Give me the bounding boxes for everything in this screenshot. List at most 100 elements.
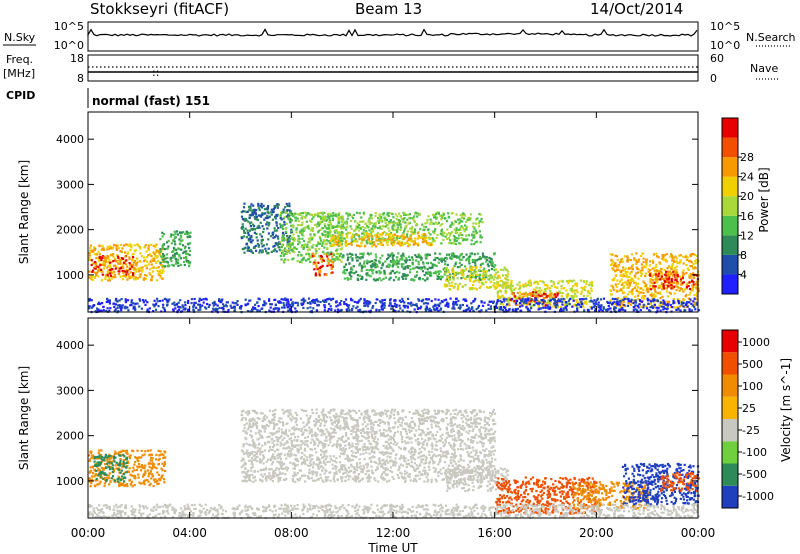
- heatmap-cell: [109, 268, 112, 272]
- heatmap-cell: [265, 223, 268, 226]
- heatmap-cell: [152, 266, 155, 269]
- heatmap-cell: [514, 302, 517, 305]
- heatmap-cell: [567, 299, 571, 302]
- heatmap-cell: [88, 256, 91, 260]
- heatmap-cell: [466, 257, 469, 261]
- heatmap-cell: [467, 306, 470, 309]
- heatmap-cell: [400, 234, 403, 237]
- heatmap-cell: [479, 285, 482, 288]
- heatmap-cell: [161, 260, 164, 263]
- heatmap-cell: [253, 216, 256, 219]
- heatmap-cell: [147, 254, 150, 257]
- nave-label: Nave: [750, 62, 778, 75]
- heatmap-cell: [240, 215, 244, 218]
- heatmap-cell: [346, 212, 349, 215]
- heatmap-cell: [433, 258, 437, 262]
- heatmap-cell: [383, 225, 386, 228]
- heatmap-cell: [425, 241, 429, 244]
- heatmap-cell: [391, 244, 395, 247]
- heatmap-cell: [310, 236, 313, 239]
- heatmap-cell: [680, 303, 683, 306]
- heatmap-cell: [378, 221, 381, 224]
- heatmap-cell: [385, 265, 388, 268]
- heatmap-cell: [541, 280, 544, 283]
- heatmap-cell: [150, 263, 153, 266]
- heatmap-cell: [406, 264, 409, 268]
- heatmap-cell: [437, 212, 440, 215]
- heatmap-cell: [123, 270, 126, 273]
- heatmap-cell: [339, 226, 343, 229]
- heatmap-cell: [602, 306, 605, 309]
- heatmap-cell: [292, 257, 295, 260]
- heatmap-cell: [682, 273, 686, 276]
- heatmap-cell: [170, 260, 173, 263]
- heatmap-cell: [289, 211, 292, 215]
- heatmap-cell: [448, 234, 452, 237]
- heatmap-cell: [313, 255, 316, 258]
- heatmap-cell: [460, 263, 463, 267]
- heatmap-cell: [253, 228, 256, 231]
- heatmap-cell: [449, 239, 452, 242]
- heatmap-cell: [233, 302, 236, 305]
- heatmap-cell: [352, 265, 355, 268]
- heatmap-cell: [498, 306, 501, 309]
- heatmap-cell: [369, 242, 372, 245]
- heatmap-cell: [325, 242, 328, 245]
- heatmap-cell: [345, 212, 348, 215]
- heatmap-cell: [338, 254, 341, 258]
- heatmap-cell: [91, 278, 94, 282]
- heatmap-cell: [327, 212, 331, 215]
- heatmap-cell: [315, 266, 318, 269]
- heatmap-cell: [516, 303, 519, 306]
- heatmap-cell: [246, 210, 249, 213]
- heatmap-cell: [520, 296, 523, 299]
- heatmap-cell: [92, 472, 95, 475]
- heatmap-cell: [689, 298, 692, 301]
- heatmap-cell: [597, 304, 600, 307]
- heatmap-cell: [254, 213, 257, 216]
- heatmap-cell: [285, 211, 288, 214]
- heatmap-cell: [545, 284, 549, 287]
- heatmap-cell: [161, 266, 164, 269]
- heatmap-cell: [440, 259, 443, 262]
- heatmap-cell: [647, 298, 650, 301]
- heatmap-cell: [499, 302, 502, 305]
- heatmap-cell: [414, 211, 417, 214]
- heatmap-cell: [398, 271, 401, 274]
- heatmap-cell: [637, 290, 641, 293]
- heatmap-cell: [539, 279, 542, 283]
- heatmap-cell: [125, 243, 128, 246]
- heatmap-cell: [535, 294, 538, 297]
- heatmap-cell: [449, 225, 452, 228]
- heatmap-cell: [254, 303, 257, 306]
- heatmap-cell: [278, 242, 281, 245]
- heatmap-cell: [118, 451, 121, 454]
- heatmap-cell: [613, 300, 616, 304]
- heatmap-cell: [653, 285, 656, 288]
- heatmap-cell: [473, 243, 476, 246]
- heatmap-cell: [489, 300, 492, 303]
- heatmap-cell: [251, 251, 254, 254]
- heatmap-cell: [504, 274, 508, 277]
- heatmap-cell: [376, 226, 380, 230]
- heatmap-cell: [117, 256, 120, 259]
- heatmap-cell: [444, 279, 448, 282]
- heatmap-cell: [645, 263, 648, 266]
- heatmap-cell: [403, 213, 406, 216]
- heatmap-cell: [261, 213, 264, 216]
- heatmap-cell: [324, 225, 327, 228]
- heatmap-cell: [397, 310, 400, 313]
- heatmap-cell: [163, 307, 166, 310]
- heatmap-cell: [679, 300, 682, 303]
- heatmap-cell: [143, 246, 147, 249]
- heatmap-cell: [362, 211, 365, 214]
- heatmap-cell: [632, 299, 635, 302]
- heatmap-cell: [249, 206, 252, 209]
- heatmap-cell: [309, 233, 312, 236]
- heatmap-cell: [307, 297, 311, 300]
- heatmap-cell: [414, 237, 417, 240]
- freq-right-tick-top: 60: [710, 52, 724, 65]
- heatmap-cell: [331, 265, 334, 268]
- heatmap-cell: [541, 303, 544, 306]
- heatmap-cell: [506, 270, 509, 273]
